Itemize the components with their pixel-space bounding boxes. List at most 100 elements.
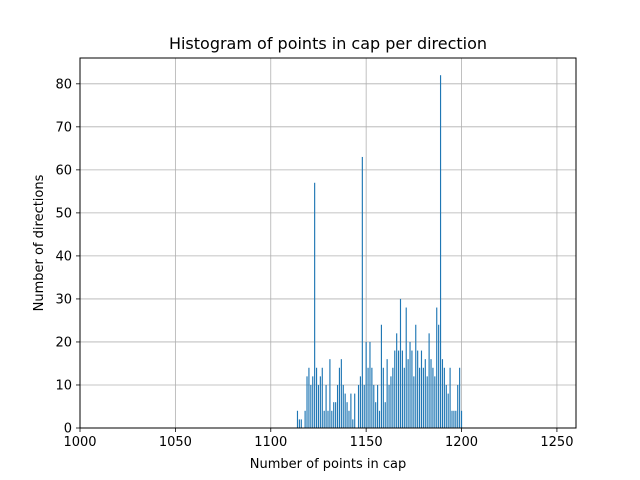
- histogram-bar: [342, 384, 344, 428]
- histogram-bar: [333, 402, 335, 428]
- histogram-bar: [298, 419, 300, 428]
- y-tick-label: 40: [55, 249, 72, 264]
- histogram-bar: [350, 393, 352, 428]
- histogram-bar: [396, 333, 398, 428]
- histogram-bar: [449, 367, 451, 428]
- x-tick-label: 1000: [63, 435, 96, 450]
- y-tick-label: 30: [55, 292, 72, 307]
- histogram-bar: [296, 410, 299, 428]
- histogram-bar: [338, 367, 341, 428]
- x-tick-label: 1200: [445, 435, 478, 450]
- x-axis-label: Number of points in cap: [250, 457, 406, 472]
- y-tick-label: 70: [55, 120, 72, 135]
- histogram-bar: [335, 402, 337, 428]
- histogram-bar: [361, 156, 363, 428]
- histogram-bar: [455, 410, 457, 428]
- histogram-bar: [310, 384, 312, 428]
- y-tick-label: 10: [55, 378, 72, 393]
- histogram-bar: [443, 367, 445, 428]
- histogram-bar: [323, 410, 325, 428]
- histogram-bar: [312, 376, 314, 428]
- histogram-bar: [359, 376, 362, 428]
- histogram-bar: [392, 367, 394, 428]
- histogram-bar: [459, 367, 461, 428]
- histogram-bar: [384, 402, 386, 428]
- histogram-bar: [314, 182, 316, 428]
- histogram-bar: [453, 410, 455, 428]
- histogram-bar: [306, 376, 308, 428]
- y-axis-label: Number of directions: [32, 174, 47, 311]
- histogram-bar: [424, 359, 426, 428]
- histogram-bar: [417, 350, 419, 428]
- histogram-bar: [394, 350, 396, 428]
- histogram-bar: [407, 359, 409, 428]
- histogram-bar: [365, 341, 367, 428]
- histogram-bar: [354, 393, 356, 428]
- histogram-bar: [378, 410, 381, 428]
- histogram-bar: [432, 367, 434, 428]
- histogram-bar: [319, 376, 321, 428]
- histogram-bar: [457, 384, 459, 428]
- histogram-bar: [390, 376, 392, 428]
- histogram-bar: [375, 402, 377, 428]
- histogram-bar: [436, 307, 438, 428]
- histogram-bar: [329, 359, 331, 428]
- y-tick-label: 60: [55, 163, 72, 178]
- y-tick-label: 80: [55, 77, 72, 92]
- histogram-bar: [357, 384, 360, 428]
- x-tick-label: 1050: [159, 435, 192, 450]
- histogram-bar: [380, 324, 382, 428]
- histogram-bar: [405, 307, 407, 428]
- histogram-bar: [363, 384, 365, 428]
- histogram-bar: [398, 350, 400, 428]
- plot-frame: [79, 57, 577, 429]
- histogram-bar: [317, 384, 320, 428]
- y-tick-label: 0: [64, 422, 72, 437]
- histogram-bar: [441, 359, 444, 428]
- histogram-bar: [382, 367, 384, 428]
- histogram-bar: [340, 359, 342, 428]
- histogram-bar: [403, 367, 405, 428]
- histogram-bar: [321, 367, 323, 428]
- x-tick-label: 1150: [350, 435, 383, 450]
- histogram-bar: [327, 410, 329, 428]
- histogram-bar: [325, 384, 327, 428]
- histogram-bar: [460, 410, 463, 428]
- histogram-bar: [371, 367, 373, 428]
- histogram-bar: [388, 384, 390, 428]
- histogram-bar: [415, 324, 417, 428]
- histogram-bar: [418, 367, 421, 428]
- y-tick-label: 20: [55, 335, 72, 350]
- histogram-bar: [331, 410, 333, 428]
- axis-ticks: 1000 1050 1100 1150 1200 1250 0 10 20 30 40 50 60 70 8…: [55, 77, 573, 450]
- histogram-bar: [373, 384, 375, 428]
- x-tick-label: 1250: [540, 435, 573, 450]
- histogram-bar: [439, 75, 442, 429]
- histogram-bar: [426, 376, 428, 428]
- histogram-bar: [367, 367, 369, 428]
- histogram-bar: [300, 419, 302, 428]
- histogram-bar: [377, 384, 379, 428]
- histogram-bar: [344, 393, 346, 428]
- histogram-bar: [401, 350, 403, 428]
- histogram-bar: [434, 376, 436, 428]
- histogram-bars: [296, 75, 463, 429]
- histogram-bar: [420, 350, 423, 428]
- histogram-bar: [304, 410, 306, 428]
- histogram-bar: [451, 410, 453, 428]
- histogram-bar: [445, 384, 447, 428]
- histogram-bar: [336, 384, 339, 428]
- histogram-bar: [352, 419, 354, 428]
- chart-title: Histogram of points in cap per direction: [169, 34, 487, 53]
- grid-lines: [79, 58, 576, 429]
- x-tick-label: 1100: [254, 435, 287, 450]
- y-tick-label: 50: [55, 206, 72, 221]
- histogram-bar: [430, 359, 432, 428]
- histogram-bar: [399, 298, 402, 428]
- histogram-bar: [428, 333, 430, 428]
- histogram-bar: [447, 393, 449, 428]
- histogram-bar: [315, 367, 318, 428]
- histogram-bar: [438, 324, 440, 428]
- histogram-bar: [422, 367, 424, 428]
